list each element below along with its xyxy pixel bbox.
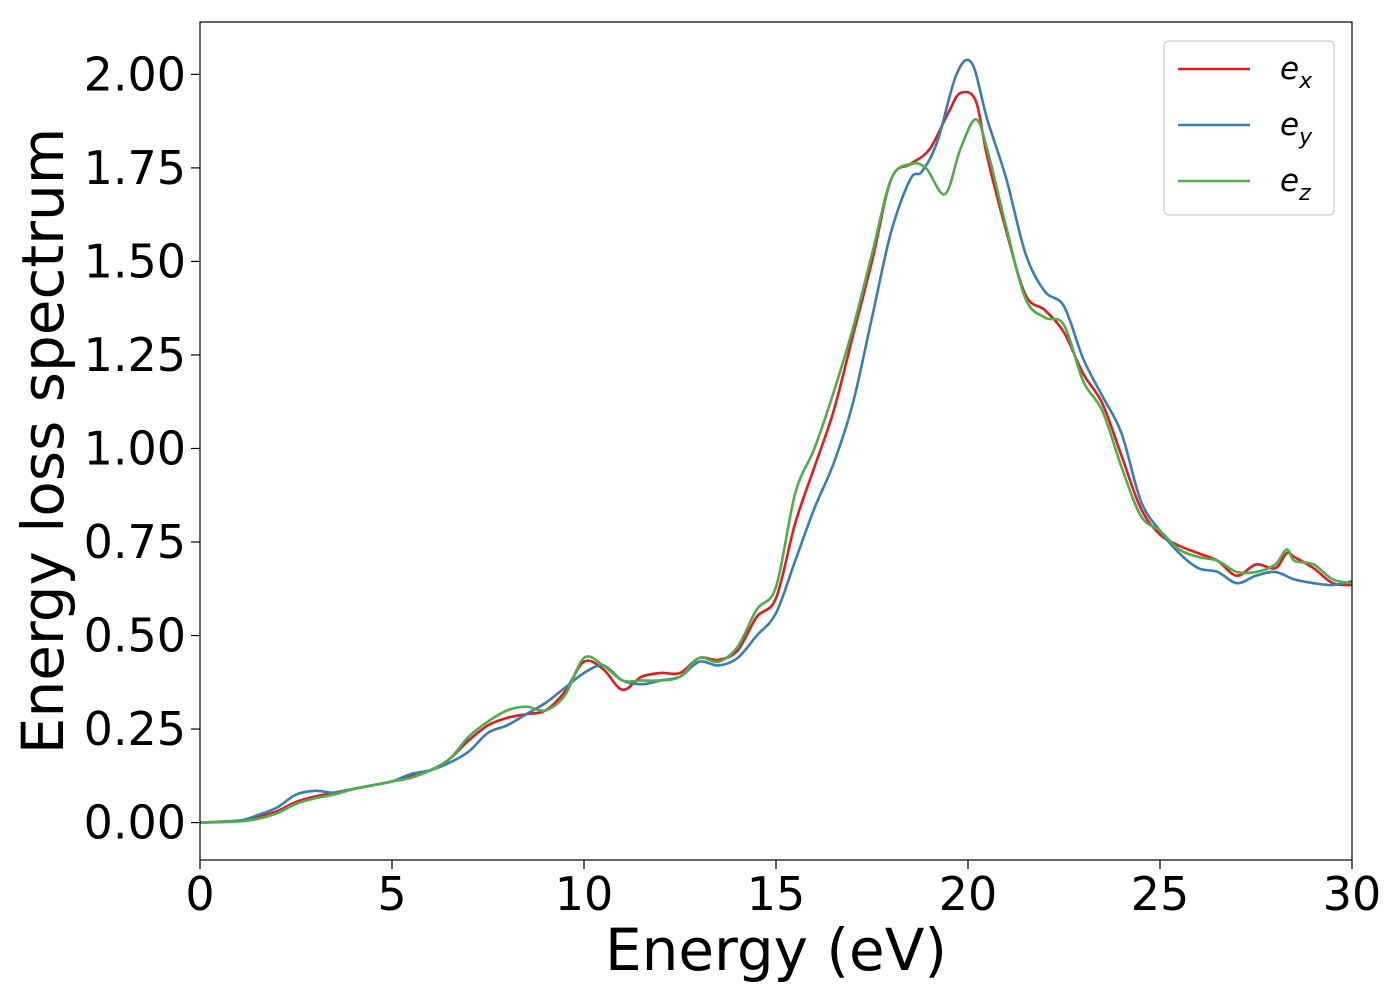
legend-label-subscript: z [1298, 181, 1311, 206]
y-tick-label: 1.00 [84, 421, 186, 475]
x-tick-label: 0 [185, 867, 214, 921]
y-tick-label: 1.25 [84, 328, 186, 382]
x-tick-label: 15 [747, 867, 806, 921]
legend-label-main: e [1280, 51, 1299, 87]
x-tick-label: 30 [1323, 867, 1382, 921]
legend-label: ez [1280, 163, 1311, 206]
legend-entry-e-x: ex [1178, 51, 1313, 94]
x-tick-label: 10 [555, 867, 614, 921]
legend-frame [1163, 40, 1335, 216]
legend-entry-e-y: ey [1178, 107, 1313, 150]
y-tick-label: 1.50 [84, 234, 186, 288]
x-axis: 0 5 10 15 20 25 30 [185, 860, 1381, 921]
y-tick-label: 0.75 [84, 515, 186, 569]
legend-label: ex [1280, 51, 1313, 94]
legend-entry-e-z: ez [1178, 163, 1311, 206]
y-tick-label: 2.00 [84, 47, 186, 101]
x-axis-label: Energy (eV) [605, 916, 947, 984]
y-axis-label: Energy loss spectrum [9, 128, 77, 754]
y-tick-label: 0.50 [84, 609, 186, 663]
x-tick-label: 20 [939, 867, 998, 921]
legend-label: ey [1280, 107, 1313, 150]
legend-label-subscript: x [1298, 69, 1313, 94]
y-tick-label: 1.75 [84, 141, 186, 195]
legend-label-subscript: y [1298, 125, 1313, 150]
y-tick-label: 0.00 [84, 796, 186, 850]
legend-label-main: e [1280, 163, 1299, 199]
y-axis: 0.00 0.25 0.50 0.75 1.00 1.25 1.50 1.75 2.00 [84, 47, 200, 850]
y-tick-label: 0.25 [84, 702, 186, 756]
series-layer [200, 58, 1352, 824]
legend-label-main: e [1280, 107, 1299, 143]
series-line-e-z [200, 117, 1352, 824]
x-tick-label: 25 [1131, 867, 1190, 921]
x-tick-label: 5 [377, 867, 406, 921]
series-line-e-x [200, 90, 1352, 824]
